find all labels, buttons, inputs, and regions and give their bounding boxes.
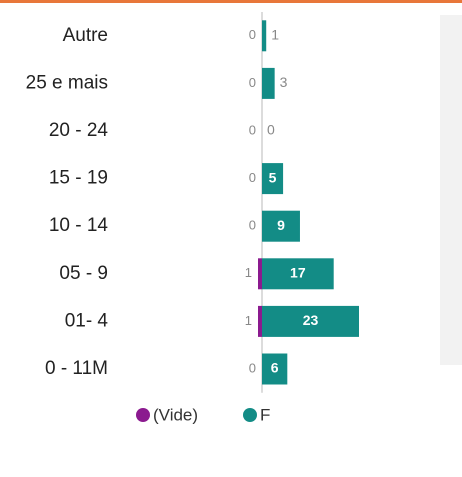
- value-label: 23: [303, 312, 319, 328]
- legend-marker: [136, 408, 150, 422]
- legend-marker: [243, 408, 257, 422]
- side-panel: [440, 15, 462, 365]
- value-label: 0: [249, 75, 256, 90]
- category-label: 25 e mais: [26, 72, 108, 93]
- value-label: 17: [290, 265, 306, 281]
- value-label: 0: [249, 27, 256, 42]
- value-label: 6: [271, 360, 279, 376]
- bar: [262, 163, 284, 195]
- value-label: 1: [271, 27, 279, 43]
- category-label: 20 - 24: [49, 120, 109, 141]
- bar: [262, 258, 334, 290]
- value-label: 1: [245, 313, 252, 328]
- value-label: 5: [269, 169, 277, 185]
- bar: [258, 305, 262, 337]
- bar: [262, 305, 359, 337]
- value-label: 0: [249, 122, 256, 137]
- value-label: 0: [249, 360, 256, 375]
- top-accent: [0, 0, 462, 3]
- bar: [262, 20, 267, 52]
- bar: [262, 353, 288, 385]
- value-label: 0: [249, 170, 256, 185]
- category-label: 0 - 11M: [45, 358, 108, 379]
- value-label: 1: [245, 265, 252, 280]
- legend-label: F: [260, 405, 270, 424]
- legend-label: (Vide): [153, 405, 198, 424]
- value-label: 3: [280, 74, 288, 90]
- value-label: 9: [277, 217, 285, 233]
- value-label: 0: [267, 122, 275, 138]
- category-label: 15 - 19: [49, 168, 108, 189]
- category-label: 01- 4: [65, 310, 109, 331]
- category-label: Autre: [63, 25, 108, 46]
- value-label: 0: [249, 218, 256, 233]
- bar: [262, 210, 300, 242]
- bar: [258, 258, 262, 290]
- category-label: 10 - 14: [49, 215, 109, 236]
- bar: [262, 67, 275, 99]
- category-label: 05 - 9: [59, 263, 108, 284]
